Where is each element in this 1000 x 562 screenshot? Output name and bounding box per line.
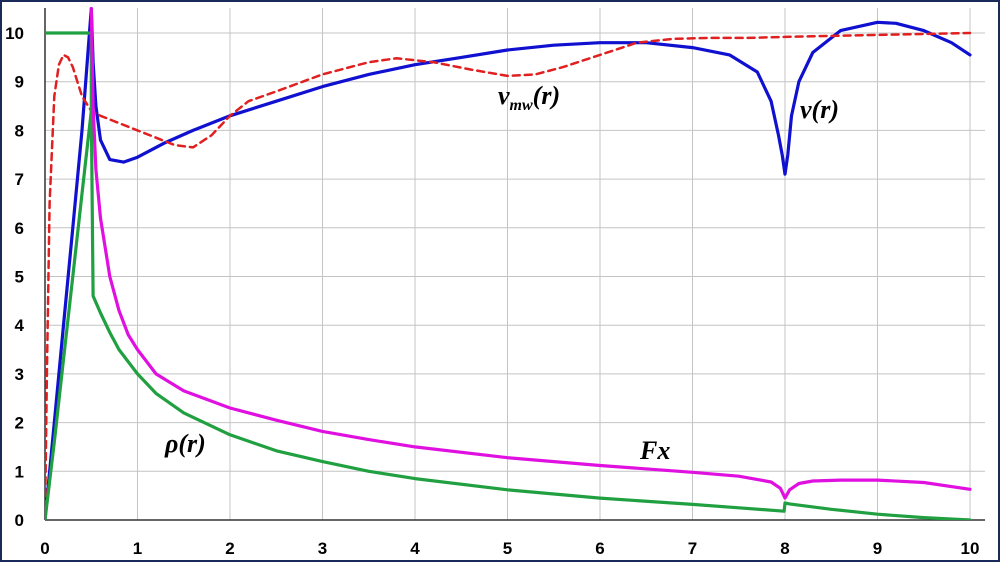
annotations: vmw(r) v(r) ρ(r) Fx (164, 81, 839, 465)
y-tick-label: 2 (15, 414, 24, 433)
y-tick-label: 3 (15, 365, 24, 384)
annotation-fx: Fx (639, 436, 670, 465)
x-tick-label: 9 (873, 539, 882, 558)
series-line-v-mw-r (45, 31, 972, 520)
series-line-fx (89, 7, 972, 500)
annotation-vmw: vmw(r) (498, 81, 560, 114)
annotation-rho: ρ(r) (164, 429, 206, 458)
x-tick-label: 3 (318, 539, 327, 558)
x-tick-label: 6 (595, 539, 604, 558)
y-tick-label: 0 (15, 511, 24, 530)
x-tick-label: 0 (40, 539, 49, 558)
x-tick-label: 4 (410, 539, 420, 558)
x-tick-label: 7 (688, 539, 697, 558)
y-tick-label: 9 (15, 73, 24, 92)
y-tick-label: 6 (15, 219, 24, 238)
x-tick-label: 1 (133, 539, 142, 558)
y-tick-label: 8 (15, 121, 24, 140)
y-tick-label: 4 (15, 316, 25, 335)
x-tick-label: 2 (225, 539, 234, 558)
x-tick-label: 10 (961, 539, 980, 558)
y-tick-label: 10 (5, 24, 24, 43)
y-tick-label: 1 (15, 462, 24, 481)
series-lines (45, 7, 972, 520)
series-line-v-r (45, 7, 972, 520)
y-tick-label: 5 (15, 268, 24, 287)
x-tick-label: 5 (503, 539, 512, 558)
annotation-v: v(r) (800, 95, 839, 124)
x-tick-labels: 0 1 2 3 4 5 6 7 8 9 10 (40, 539, 979, 558)
x-tick-label: 8 (780, 539, 789, 558)
series-line-r (45, 31, 972, 520)
y-tick-label: 7 (15, 170, 24, 189)
y-tick-labels: 0 1 2 3 4 5 6 7 8 9 10 (5, 24, 24, 530)
series-line-r-rise (45, 109, 93, 520)
